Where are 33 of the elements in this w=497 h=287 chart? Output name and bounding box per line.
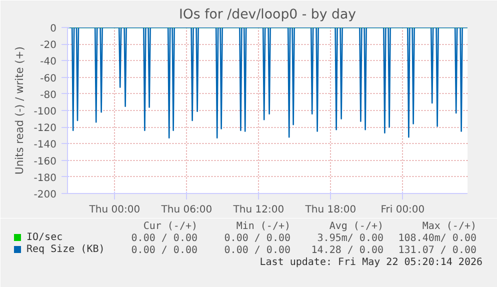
x-tick-label: Thu 06:00 bbox=[160, 204, 212, 216]
x-tick-label: Thu 18:00 bbox=[304, 204, 356, 216]
text: 3.95m/ 0.00 bbox=[317, 233, 384, 244]
text: Min (-/+) bbox=[236, 221, 291, 232]
y-axis-title: Units read (-) / write (+) bbox=[12, 46, 26, 174]
text: 0.00 / 0.00 bbox=[131, 233, 198, 244]
text: 0.00 / 0.00 bbox=[224, 233, 291, 244]
text: 0.00 / 0.00 bbox=[131, 245, 198, 256]
text: 0.00 / 0.00 bbox=[224, 245, 291, 256]
y-tick-label: -20 bbox=[40, 40, 57, 52]
chart-title: IOs for /dev/loop0 - by day bbox=[178, 8, 356, 22]
text: Max (-/+) bbox=[422, 221, 477, 232]
y-tick-label: 0 bbox=[50, 24, 57, 34]
x-tick-label: Thu 00:00 bbox=[88, 204, 140, 216]
y-tick-label: -140 bbox=[34, 140, 57, 151]
text: Avg (-/+) bbox=[329, 221, 384, 232]
x-tick-label: Thu 12:00 bbox=[232, 204, 284, 216]
text: Cur (-/+) bbox=[143, 221, 198, 232]
y-tick-label: -200 bbox=[34, 190, 57, 200]
x-tick-label: Fri 00:00 bbox=[380, 204, 425, 216]
legend-label: Req Size (KB) bbox=[26, 244, 105, 255]
text: 108.40m/ 0.00 bbox=[398, 233, 477, 244]
y-tick-label: -180 bbox=[34, 172, 57, 184]
text: 14.28 / 0.00 bbox=[311, 245, 384, 256]
y-tick-label: -160 bbox=[34, 156, 57, 168]
legend-label: IO/sec bbox=[26, 232, 63, 243]
y-tick-label: -60 bbox=[40, 73, 57, 84]
y-tick-label: -120 bbox=[34, 123, 57, 134]
y-tick-label: -40 bbox=[40, 56, 57, 68]
y-tick-label: -100 bbox=[34, 106, 57, 118]
text: 131.07 / 0.00 bbox=[398, 245, 477, 256]
text: Last update: Fri May 22 05:20:14 2026 bbox=[260, 257, 483, 268]
y-tick-label: -80 bbox=[40, 90, 57, 101]
